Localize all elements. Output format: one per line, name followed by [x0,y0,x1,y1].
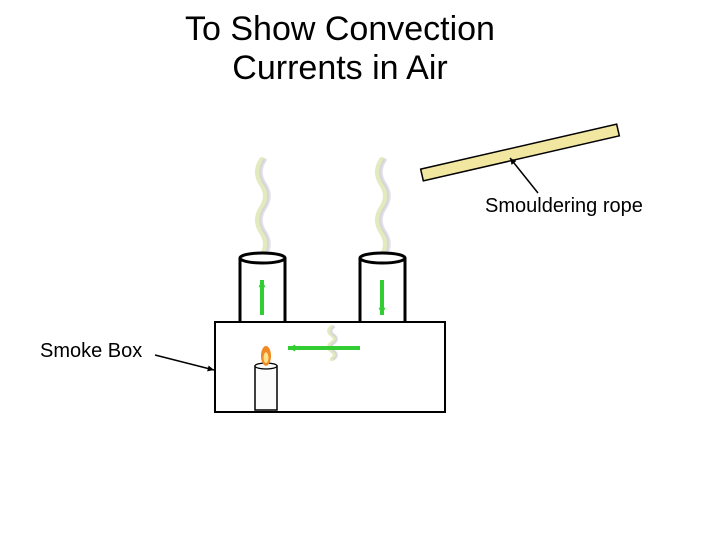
arrow-down-icon [379,280,386,315]
smouldering-rope-icon [421,124,620,181]
smoke-left-icon [258,160,269,256]
pointer-to-rope-icon [510,158,538,193]
arrow-up-icon [259,280,266,315]
smoke-right-icon [378,160,389,256]
pointer-to-smokebox-icon [155,355,214,371]
diagram-canvas [0,0,720,540]
